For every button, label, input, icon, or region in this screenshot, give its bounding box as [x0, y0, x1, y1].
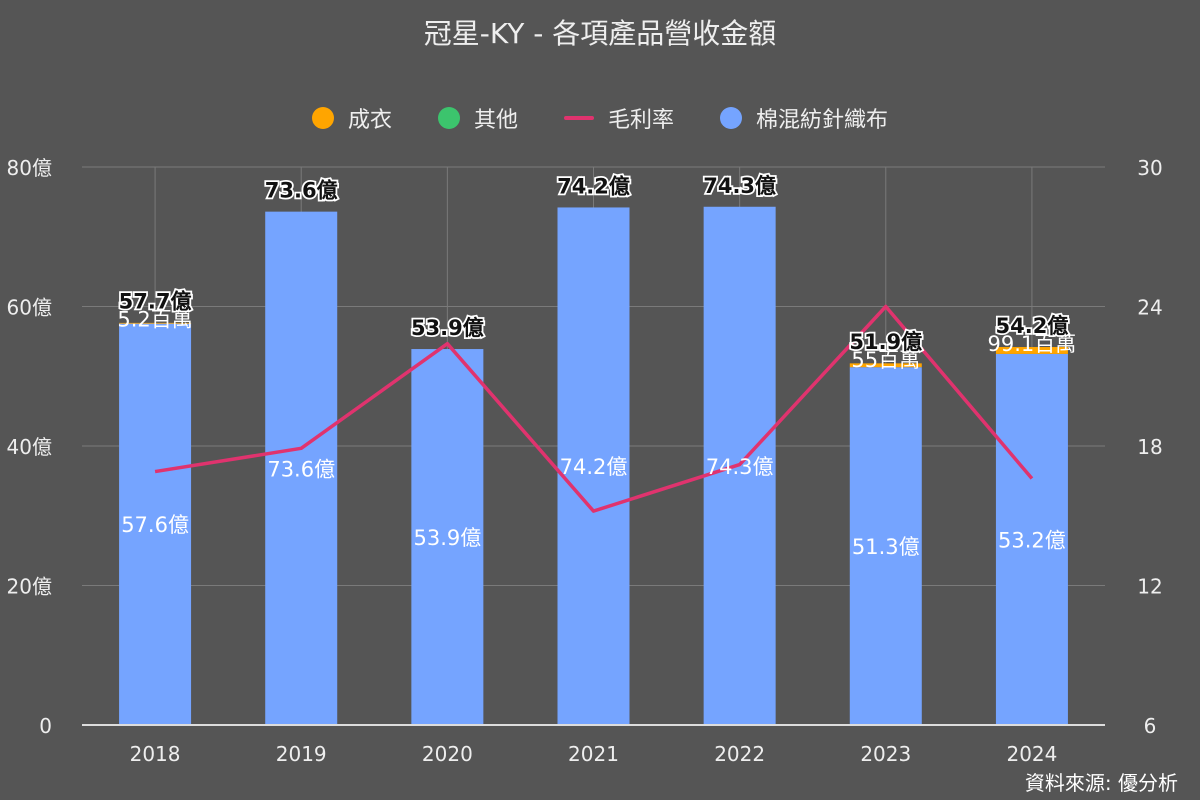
bar-value-label-knit-fabric: 74.3億 [706, 455, 774, 479]
bar-value-label-knit-fabric: 73.6億 [267, 457, 335, 481]
legend-swatch-knit-fabric [720, 107, 743, 129]
bar-knit-fabric[interactable] [557, 207, 630, 725]
y-left-tick-label: 20億 [7, 575, 52, 599]
legend-swatch-apparel [311, 107, 334, 129]
x-tick-label: 2024 [1006, 742, 1057, 766]
bar-value-label-apparel: 5.2百萬 [117, 308, 192, 332]
bar-knit-fabric[interactable] [995, 353, 1068, 725]
bar-total-label: 74.2億 [557, 174, 630, 198]
legend-item-apparel[interactable]: 成衣 [311, 102, 392, 134]
bar-value-label-knit-fabric: 53.9億 [413, 526, 481, 550]
bar-knit-fabric[interactable] [265, 211, 338, 725]
bar-apparel[interactable] [995, 347, 1068, 354]
bar-apparel[interactable] [849, 363, 922, 368]
bar-total-label: 57.7億 [119, 290, 192, 314]
legend-label-other: 其他 [473, 108, 518, 133]
bar-knit-fabric[interactable] [849, 367, 922, 725]
bar-value-label-knit-fabric: 74.2億 [560, 455, 628, 479]
y-right-tick-label: 18 [1137, 435, 1162, 459]
gross-margin-line[interactable] [154, 304, 1034, 513]
y-left-tick-label: 60億 [7, 296, 52, 320]
y-right-tick-label: 30 [1137, 156, 1162, 180]
x-tick-label: 2019 [276, 742, 327, 766]
y-left-tick-label: 40億 [7, 435, 52, 459]
y-right-tick-label: 6 [1144, 714, 1157, 738]
legend-label-gross-margin: 毛利率 [608, 108, 675, 133]
y-left-tick-label: 80億 [7, 156, 52, 180]
bar-total-label: 73.6億 [265, 179, 338, 203]
bar-apparel[interactable] [119, 322, 192, 324]
bar-total-label: 54.2億 [996, 314, 1069, 338]
legend-item-gross-margin[interactable]: 毛利率 [564, 102, 674, 134]
y-right-tick-label: 24 [1137, 296, 1162, 320]
source-note: 資料來源: 優分析 [1024, 771, 1178, 795]
legend-item-knit-fabric[interactable]: 棉混紡針織布 [720, 102, 888, 134]
x-tick-label: 2022 [714, 742, 765, 766]
bar-value-label-knit-fabric: 57.6億 [121, 513, 189, 537]
bar-value-label-knit-fabric: 51.3億 [852, 535, 920, 559]
bar-value-label-knit-fabric: 53.2億 [998, 528, 1066, 552]
legend-item-other[interactable]: 其他 [437, 102, 518, 134]
x-tick-label: 2020 [422, 742, 473, 766]
bar-knit-fabric[interactable] [411, 349, 484, 725]
bar-value-label-apparel: 55百萬 [851, 348, 920, 372]
y-left-tick-label: 0 [39, 714, 52, 738]
legend: 成衣 其他 毛利率 棉混紡針織布 [0, 102, 1200, 134]
x-tick-label: 2023 [860, 742, 911, 766]
y-right-tick-label: 12 [1137, 575, 1162, 599]
x-tick-label: 2018 [130, 742, 181, 766]
legend-label-apparel: 成衣 [347, 108, 392, 133]
bar-total-label: 51.9億 [849, 330, 922, 354]
bar-total-label: 74.3億 [703, 174, 776, 198]
legend-swatch-gross-margin [564, 116, 594, 120]
legend-swatch-other [437, 107, 460, 129]
bar-value-label-apparel: 99.1百萬 [988, 332, 1077, 356]
x-tick-label: 2021 [568, 742, 619, 766]
bar-total-label: 53.9億 [411, 316, 484, 340]
legend-label-knit-fabric: 棉混紡針織布 [756, 108, 889, 133]
bar-knit-fabric[interactable] [119, 323, 192, 725]
chart-title: 冠星-KY - 各項產品營收金額 [423, 17, 777, 50]
